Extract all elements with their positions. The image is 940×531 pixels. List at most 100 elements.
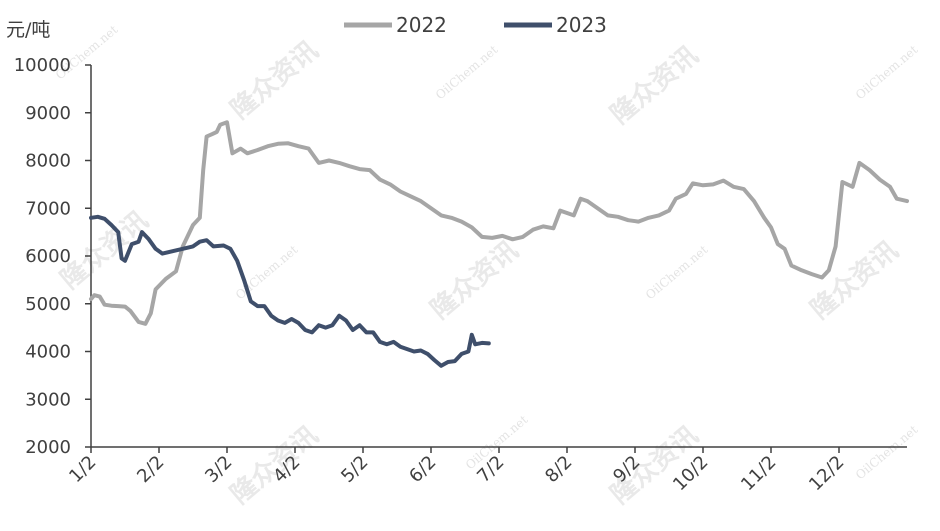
series-point-2022	[684, 192, 688, 196]
series-point-2022	[460, 220, 464, 224]
series-point-2022	[378, 178, 382, 182]
watermark-brand: 隆众资讯	[605, 41, 704, 131]
y-tick-label: 8000	[25, 151, 71, 172]
series-point-2023	[426, 352, 430, 356]
series-point-2023	[419, 348, 423, 353]
x-tick-label: 5/2	[337, 452, 372, 487]
series-point-2022	[888, 185, 892, 189]
series-point-2023	[405, 347, 409, 351]
series-point-2022	[256, 148, 260, 152]
series-point-2022	[691, 181, 695, 185]
series-point-2022	[616, 215, 620, 219]
series-point-2023	[337, 314, 341, 318]
series-point-2023	[480, 341, 484, 345]
series-point-2023	[181, 247, 185, 251]
series-point-2022	[128, 309, 132, 313]
series-point-2023	[317, 323, 321, 327]
series-point-2022	[905, 199, 909, 203]
series-point-2022	[317, 161, 321, 165]
series-point-2022	[191, 223, 195, 227]
series-point-2022	[123, 305, 127, 309]
series-point-2022	[201, 168, 205, 172]
series-point-2022	[143, 322, 147, 326]
watermark-site: OilChem.net	[643, 242, 711, 302]
series-point-2022	[307, 147, 311, 151]
series-point-2023	[109, 223, 113, 227]
x-tick-label: 8/2	[541, 452, 576, 487]
series-point-2023	[96, 215, 100, 219]
series-point-2023	[137, 240, 141, 244]
series-point-2023	[324, 326, 328, 330]
series-point-2023	[222, 243, 226, 248]
series-point-2023	[235, 259, 239, 263]
series-point-2022	[225, 120, 229, 124]
series-point-2022	[239, 147, 243, 151]
series-point-2022	[198, 216, 202, 220]
series-point-2022	[657, 213, 661, 217]
series-point-2022	[878, 178, 882, 182]
series-point-2023	[351, 328, 355, 332]
series-point-2022	[551, 226, 556, 230]
series-point-2022	[266, 144, 270, 148]
series-point-2023	[439, 364, 443, 368]
series-point-2023	[470, 333, 474, 337]
series-point-2023	[432, 358, 436, 362]
series-point-2023	[344, 318, 348, 323]
series-point-2022	[154, 287, 158, 291]
series-point-2022	[721, 179, 726, 183]
series-point-2022	[626, 218, 630, 222]
series-point-2022	[500, 234, 504, 238]
series-point-2022	[439, 213, 443, 217]
series-point-2023	[460, 352, 464, 356]
watermark-brand: 隆众资讯	[225, 36, 324, 126]
x-tick-label: 11/2	[737, 452, 780, 495]
series-point-2022	[565, 211, 569, 215]
series-point-2022	[558, 209, 562, 213]
series-line-2022	[89, 120, 909, 326]
y-tick-label: 7000	[25, 198, 71, 219]
y-axis-unit-label: 元/吨	[6, 19, 50, 41]
series-point-2023	[211, 244, 215, 248]
series-point-2022	[521, 235, 525, 239]
series-point-2022	[596, 206, 600, 210]
series-point-2023	[487, 341, 491, 345]
series-point-2023	[147, 237, 151, 241]
series-point-2022	[347, 164, 351, 168]
series-point-2022	[585, 199, 590, 203]
series-point-2023	[160, 252, 164, 256]
series-point-2022	[368, 168, 372, 172]
legend-label-2022: 2022	[396, 13, 447, 37]
series-point-2023	[398, 345, 402, 349]
series-point-2022	[541, 224, 545, 228]
y-tick-group: 10000 9000 8000 7000 6000 5000 4000 3000 2000	[14, 55, 91, 458]
series-point-2023	[130, 242, 134, 246]
series-point-2023	[103, 217, 107, 221]
series-point-2023	[378, 340, 382, 344]
series-point-2023	[358, 323, 362, 327]
series-point-2022	[636, 220, 641, 224]
series-point-2022	[776, 242, 780, 246]
y-tick-label: 2000	[25, 437, 71, 458]
legend-label-2023: 2023	[556, 13, 607, 37]
series-point-2022	[800, 268, 804, 272]
series-point-2022	[109, 304, 113, 308]
series-point-2022	[388, 182, 392, 186]
series-point-2022	[276, 142, 280, 146]
x-tick-label: 2/2	[133, 452, 168, 487]
series-point-2022	[205, 135, 209, 139]
series-point-2022	[606, 213, 610, 217]
series-point-2022	[868, 168, 872, 172]
y-tick-label: 6000	[25, 246, 71, 267]
y-tick-label: 9000	[25, 103, 71, 124]
watermark-brand: 隆众资讯	[425, 236, 524, 326]
series-point-2022	[103, 303, 107, 307]
y-tick-label: 4000	[25, 342, 71, 363]
series-point-2022	[218, 123, 222, 127]
series-point-2022	[149, 311, 153, 315]
series-point-2022	[449, 216, 453, 220]
watermark-brand: 隆众资讯	[805, 236, 904, 326]
series-point-2022	[510, 237, 515, 241]
series-point-2022	[647, 216, 651, 220]
series-point-2022	[398, 189, 402, 194]
